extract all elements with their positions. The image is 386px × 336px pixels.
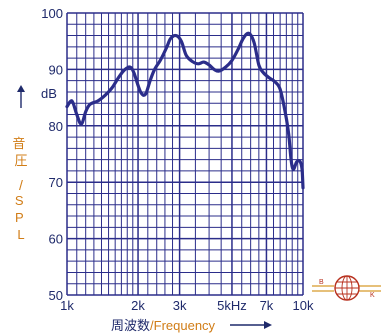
y-tick-label: 100	[41, 6, 63, 21]
x-tick-label: 5kHz	[217, 298, 247, 313]
y-axis-label-en-char: P	[15, 210, 23, 225]
x-tick-label: 1k	[60, 298, 74, 313]
x-axis-label-en: Frequency	[154, 318, 216, 333]
x-tick-label: 3k	[173, 298, 187, 313]
x-axis-arrow-head	[264, 321, 272, 329]
x-tick-labels: 1k 2k 3k 5kHz 7k 10k	[60, 298, 314, 313]
y-axis-label-en-char: S	[15, 193, 24, 208]
y-axis-label-en: S P L	[15, 193, 27, 242]
y-tick-label: 60	[49, 232, 63, 247]
y-axis-label-cn-char: 圧	[14, 154, 27, 169]
y-unit-label: dB	[41, 86, 57, 101]
x-axis-label: 周波数/Frequency	[111, 318, 216, 334]
y-tick-label: 50	[49, 288, 63, 303]
logo-letter-left: B	[319, 279, 324, 286]
x-tick-label: 10k	[293, 298, 314, 313]
x-tick-label: 7k	[260, 298, 274, 313]
bk-logo: B K	[312, 275, 381, 301]
y-axis-label-cn: 音 圧	[12, 136, 29, 169]
x-axis-label-cn: 周波数	[111, 319, 150, 334]
y-axis-label-sep: /	[19, 177, 23, 193]
y-tick-label: 70	[49, 175, 63, 190]
y-tick-labels: 50 60 70 80 90 100	[41, 6, 63, 303]
x-tick-label: 2k	[131, 298, 145, 313]
spl-response-line	[65, 31, 305, 190]
y-tick-label: 90	[49, 62, 63, 77]
y-axis-label-en-char: L	[17, 227, 24, 242]
y-tick-label: 80	[49, 119, 63, 134]
grid	[66, 12, 304, 296]
y-axis-label-cn-char: 音	[12, 136, 25, 152]
logo-letter-right: K	[370, 292, 375, 299]
x-axis-label-sep: /	[150, 318, 154, 333]
y-axis-arrow-head	[17, 85, 25, 92]
